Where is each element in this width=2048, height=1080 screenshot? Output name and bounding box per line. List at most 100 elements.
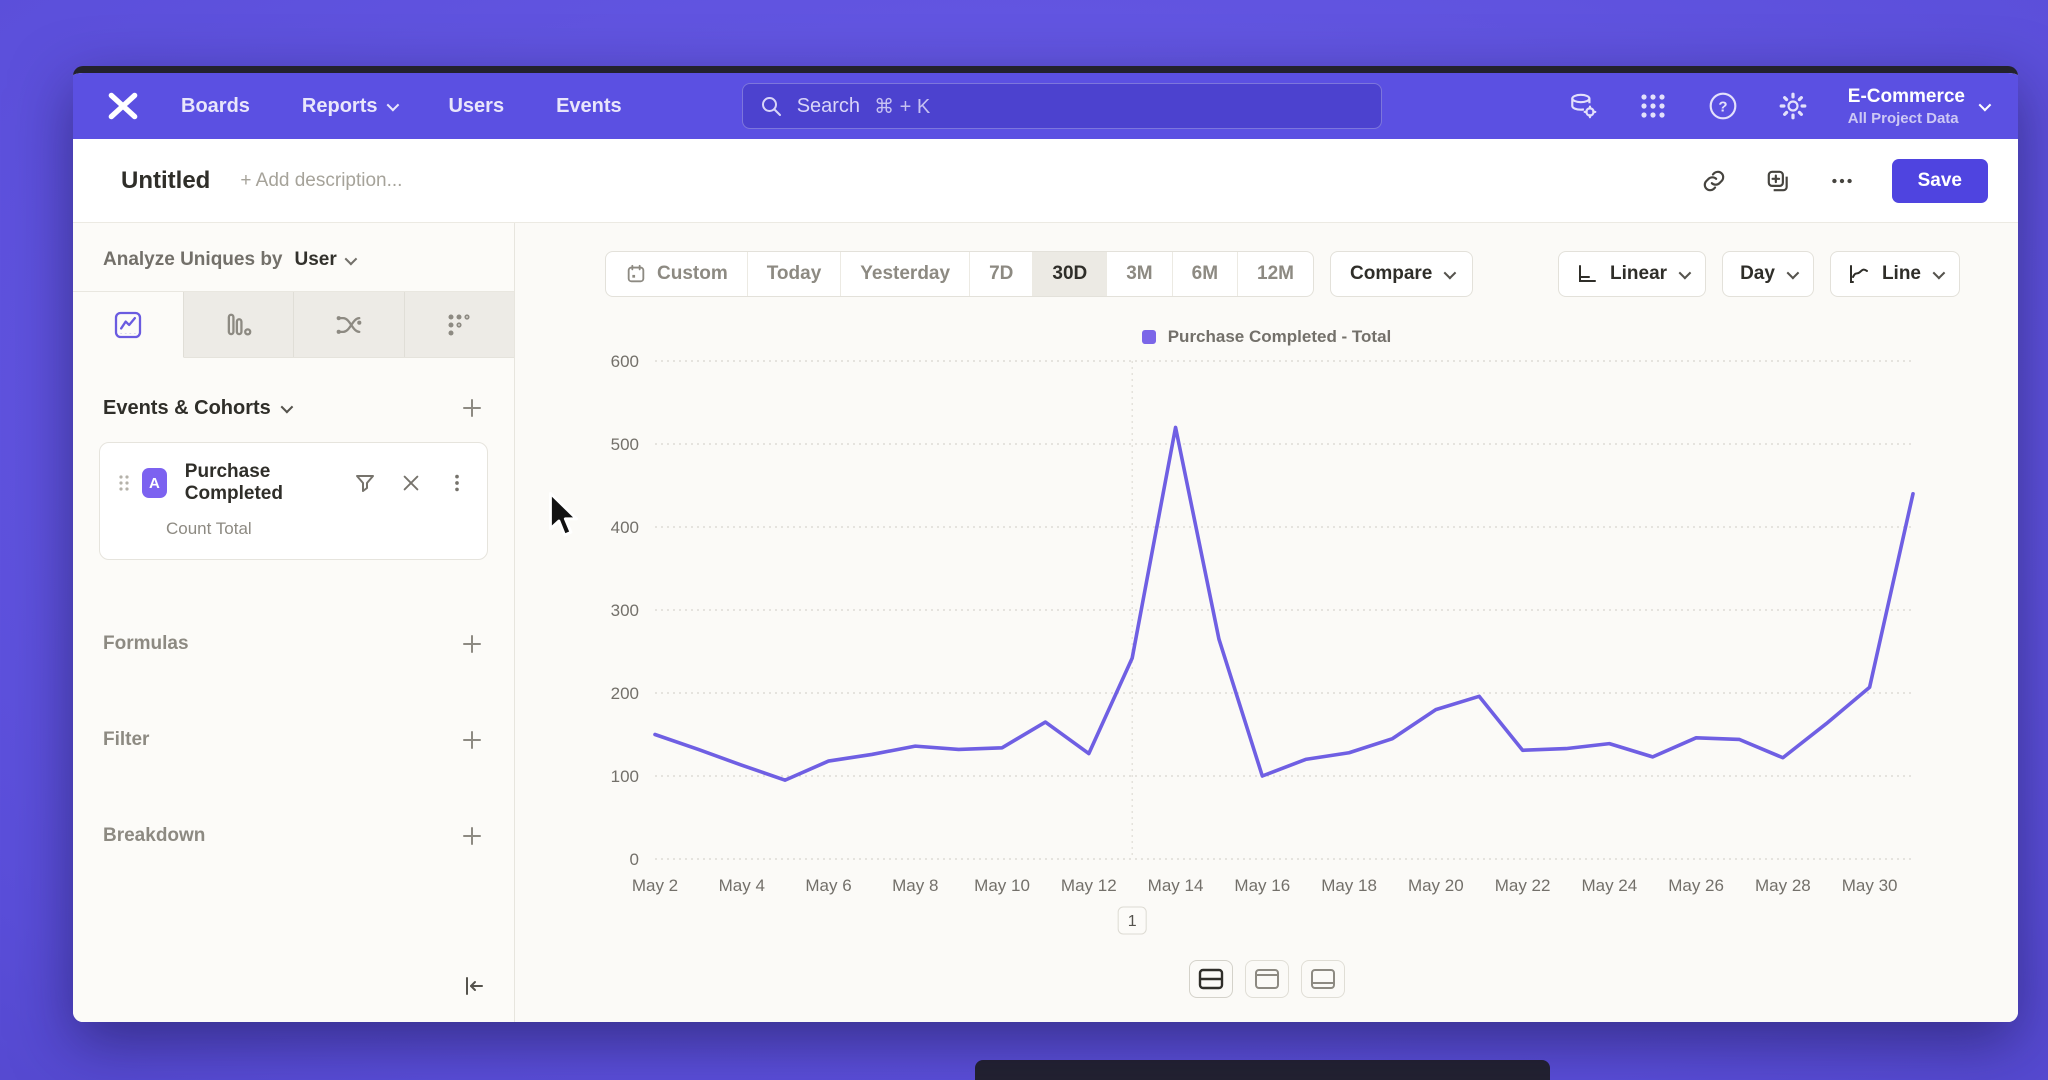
range-today[interactable]: Today (748, 252, 842, 296)
drag-handle-icon[interactable] (118, 473, 130, 493)
event-metric-selector[interactable]: Count Total (166, 519, 252, 538)
interval-selector[interactable]: Day (1722, 251, 1814, 297)
linear-axis-icon (1579, 265, 1597, 282)
report-type-tabs (73, 292, 514, 358)
date-range-control: Custom Today Yesterday 7D 30D 3M 6M 12M (605, 251, 1315, 297)
events-section-title[interactable]: Events & Cohorts (103, 397, 294, 420)
more-icon[interactable] (1828, 167, 1856, 195)
add-filter-button[interactable] (460, 728, 484, 752)
svg-text:300: 300 (611, 601, 639, 620)
range-7d[interactable]: 7D (970, 252, 1034, 296)
app-window: Boards Reports Users Events Search ⌘ + K (73, 66, 2018, 1022)
link-icon[interactable] (1700, 167, 1728, 195)
plus-icon (463, 399, 481, 417)
add-formula-button[interactable] (460, 632, 484, 656)
layout-toggles (515, 954, 2018, 1022)
chart-toolbar: Custom Today Yesterday 7D 30D 3M 6M 12M … (605, 251, 1960, 297)
help-icon[interactable]: ? (1708, 91, 1738, 121)
range-6m[interactable]: 6M (1173, 252, 1239, 296)
svg-text:?: ? (1718, 98, 1727, 115)
compare-button[interactable]: Compare (1330, 251, 1474, 297)
nav-item-reports[interactable]: Reports (302, 95, 400, 118)
range-30d[interactable]: 30D (1033, 252, 1108, 296)
events-section-header: Events & Cohorts (73, 358, 514, 420)
tab-flows[interactable] (294, 292, 405, 357)
chevron-down-icon (387, 98, 400, 111)
chart-panel: Custom Today Yesterday 7D 30D 3M 6M 12M … (515, 223, 2018, 1022)
chevron-down-icon (1786, 266, 1800, 279)
plus-icon (463, 731, 481, 749)
scale-selector[interactable]: Linear (1558, 251, 1707, 297)
event-card: A Purchase Completed (99, 442, 488, 560)
formulas-section: Formulas (73, 632, 514, 656)
data-integrations-icon[interactable] (1568, 91, 1598, 121)
range-12m[interactable]: 12M (1257, 263, 1295, 284)
event-name[interactable]: Purchase Completed (184, 461, 283, 504)
apps-grid-icon[interactable] (1638, 91, 1668, 121)
svg-text:May 12: May 12 (1061, 876, 1117, 895)
project-name: E-Commerce (1847, 85, 1965, 107)
nav-item-users[interactable]: Users (448, 94, 505, 117)
svg-text:May 14: May 14 (1148, 876, 1204, 895)
formulas-label: Formulas (103, 633, 189, 654)
collapse-sidebar-icon[interactable] (460, 972, 488, 1000)
copy-icon[interactable] (1764, 167, 1792, 195)
bottom-panel-view-icon (1310, 969, 1335, 989)
tab-funnels[interactable] (183, 292, 294, 357)
event-card-actions (353, 471, 469, 495)
tab-retention[interactable] (404, 292, 514, 357)
svg-text:May 10: May 10 (974, 876, 1030, 895)
add-event-button[interactable] (460, 396, 484, 420)
kebab-icon[interactable] (445, 471, 469, 495)
range-custom[interactable]: Custom (606, 252, 748, 296)
svg-text:May 6: May 6 (805, 876, 851, 895)
add-description-field[interactable]: + Add description... (240, 169, 403, 191)
retention-dots-icon (448, 313, 470, 336)
nav-item-boards[interactable]: Boards (181, 94, 250, 117)
svg-text:0: 0 (630, 850, 639, 869)
svg-text:May 30: May 30 (1842, 876, 1898, 895)
add-breakdown-button[interactable] (460, 824, 484, 848)
svg-text:May 26: May 26 (1668, 876, 1724, 895)
top-panel-view-button[interactable] (1244, 960, 1289, 998)
save-button[interactable]: Save (1891, 158, 1988, 203)
range-3m[interactable]: 3M (1107, 252, 1173, 296)
close-icon[interactable] (399, 471, 423, 495)
chevron-down-icon (1978, 98, 1992, 111)
project-switcher[interactable]: E-Commerce All Project Data (1847, 85, 1992, 127)
mixpanel-logo-icon[interactable] (103, 86, 143, 126)
svg-text:May 22: May 22 (1495, 876, 1551, 895)
search-shortcut: ⌘ + K (874, 95, 931, 118)
filter-funnel-icon[interactable] (353, 471, 377, 495)
gear-icon[interactable] (1778, 91, 1808, 121)
legend-swatch (1141, 330, 1156, 344)
split-view-button[interactable] (1188, 960, 1233, 998)
view-controls: Linear Day Line (1558, 251, 1960, 297)
sidebar-footer (73, 972, 514, 1022)
nav-item-events[interactable]: Events (556, 94, 622, 117)
svg-text:May 4: May 4 (719, 876, 765, 895)
filter-label: Filter (103, 729, 150, 750)
chart-type-selector[interactable]: Line (1829, 251, 1960, 297)
content-area: Analyze Uniques by User (73, 223, 2018, 1022)
search-input[interactable]: Search ⌘ + K (741, 83, 1382, 129)
filter-section: Filter (73, 728, 514, 752)
report-title[interactable]: Untitled (121, 166, 211, 194)
svg-text:400: 400 (611, 518, 639, 537)
tab-insights[interactable] (73, 292, 184, 358)
svg-text:May 2: May 2 (632, 876, 678, 895)
range-yesterday[interactable]: Yesterday (841, 252, 971, 296)
svg-text:May 24: May 24 (1581, 876, 1637, 895)
chart-legend: Purchase Completed - Total (515, 327, 2018, 347)
bottom-panel-view-button[interactable] (1300, 960, 1345, 998)
svg-text:May 28: May 28 (1755, 876, 1811, 895)
insights-chart-icon (114, 311, 141, 338)
search-placeholder: Search (796, 94, 861, 117)
main-nav: Boards Reports Users Events (181, 95, 622, 118)
chevron-down-icon (280, 400, 294, 413)
analyze-by-selector[interactable]: User (295, 249, 358, 271)
annotation-marker[interactable]: 1 (1117, 906, 1147, 935)
event-badge: A (142, 468, 167, 498)
split-view-icon (1198, 968, 1223, 990)
